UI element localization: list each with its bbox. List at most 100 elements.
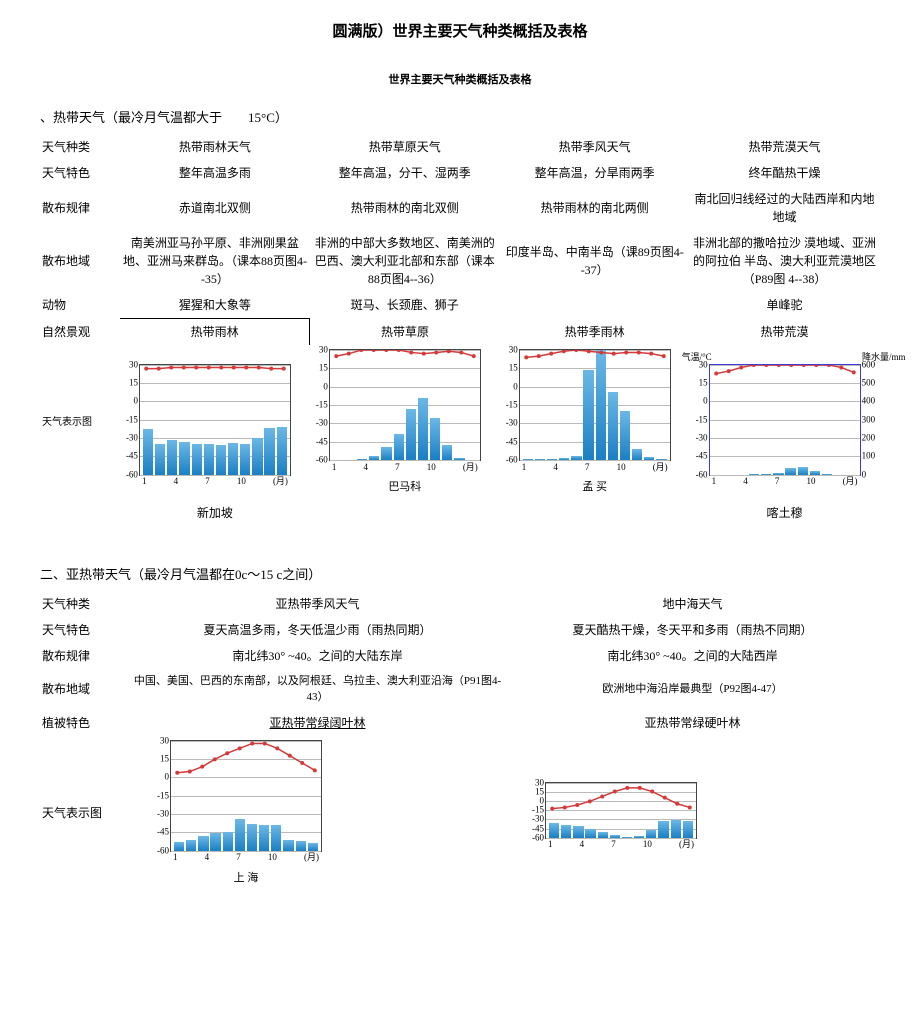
city-label: 巴马科 <box>329 479 481 496</box>
precip-bar <box>259 825 269 851</box>
climate-chart: 30150-15-30-45-6014710(月)上 海 <box>170 740 322 887</box>
precip-bar <box>198 836 208 851</box>
cell: 热带季风天气 <box>500 134 690 160</box>
precip-bar <box>583 370 593 460</box>
row-label: 散布规律 <box>40 643 130 669</box>
cell: 热带荒漠 <box>690 319 880 346</box>
precip-bar <box>418 398 428 460</box>
precip-bar <box>406 409 416 460</box>
row-label: 天气种类 <box>40 591 130 617</box>
cell: 南美洲亚马孙平原、非洲刚果盆地、亚洲马来群岛。（课本88页图4--35） <box>120 230 310 292</box>
precip-bar <box>561 825 571 838</box>
precip-bar <box>216 445 226 474</box>
cell: 赤道南北双侧 <box>120 186 310 230</box>
chart-cell: 30150-15-30-45-6014710(月)上 海 <box>130 736 505 891</box>
cell: 南北纬30° ~40。之间的大陆东岸 <box>130 643 505 669</box>
precip-bar <box>573 826 583 838</box>
chart-cell: 30150-15-30-45-60气温/°C降水量/mm600500400300… <box>690 345 880 500</box>
cell: 整年高温多雨 <box>120 160 310 186</box>
row-label: 散布地域 <box>40 230 120 292</box>
precip-bar <box>394 434 404 460</box>
row-label: 天气种类 <box>40 134 120 160</box>
precip-bar <box>369 456 379 460</box>
precip-bar <box>179 442 189 475</box>
precip-bar <box>271 825 281 851</box>
precip-bar <box>810 471 820 475</box>
precip-bar <box>598 832 608 838</box>
precip-bar <box>143 429 153 475</box>
cell: 欧洲地中海沿岸最典型（P92图4-47） <box>505 669 880 710</box>
row-label: 自然景观 <box>40 319 120 346</box>
cell: 整年高温，分旱雨两季 <box>500 160 690 186</box>
cell: 亚热带季风天气 <box>130 591 505 617</box>
cell: 单峰驼 <box>690 292 880 319</box>
precip-bar <box>658 821 668 838</box>
cell: 非洲的中部大多数地区、南美洲的巴西、澳大利亚北部和东部（课本88页图4--36） <box>310 230 500 292</box>
precip-bar <box>785 468 795 474</box>
precip-bar <box>308 843 318 850</box>
city-label: 喀土穆 <box>690 500 880 526</box>
city-label: 新加坡 <box>120 500 310 526</box>
precip-bar <box>210 833 220 850</box>
row-label: 散布规律 <box>40 186 120 230</box>
cell: 中国、美国、巴西的东南部，以及阿根廷、乌拉圭、澳大利亚沿海（P91图4-43） <box>130 669 505 710</box>
precip-bar <box>596 350 606 460</box>
precip-bar <box>235 819 245 850</box>
cell: 热带雨林天气 <box>120 134 310 160</box>
cell: 热带草原天气 <box>310 134 500 160</box>
cell: 热带荒漠天气 <box>690 134 880 160</box>
chart-cell: 30150-15-30-45-6014710(月) <box>120 345 310 500</box>
city-label: 上 海 <box>170 870 322 887</box>
tropical-table: 天气种类 热带雨林天气 热带草原天气 热带季风天气 热带荒漠天气 天气特色 整年… <box>40 134 880 526</box>
climate-chart: 30150-15-30-45-60气温/°C降水量/mm600500400300… <box>709 364 861 476</box>
precip-bar <box>264 428 274 475</box>
chart-cell: 30150-15-30-45-6014710(月)巴马科 <box>310 345 500 500</box>
page-title: 圆满版）世界主要天气种类概括及表格 <box>40 20 880 41</box>
cell: 夏天酷热干燥，冬天平和多雨（雨热不同期） <box>505 617 880 643</box>
climate-chart: 30150-15-30-45-6014710(月)巴马科 <box>329 349 481 496</box>
cell: 热带雨林的南北双侧 <box>310 186 500 230</box>
precip-bar <box>296 841 306 850</box>
precip-bar <box>442 445 452 460</box>
precip-bar <box>240 444 250 475</box>
cell: 斑马、长颈鹿、狮子 <box>310 292 500 319</box>
subtropical-table: 天气种类 亚热带季风天气 地中海天气 天气特色 夏天高温多雨，冬天低温少雨（雨热… <box>40 591 880 891</box>
precip-bar <box>620 411 630 461</box>
row-label: 散布地域 <box>40 669 130 710</box>
cell: 印度半岛、中南半岛（课89页图4--37） <box>500 230 690 292</box>
precip-bar <box>683 821 693 838</box>
precip-bar <box>381 447 391 460</box>
section1-heading: 、热带天气（最冷月气温都大于 15°C） <box>40 107 880 126</box>
climate-chart: 30150-15-30-45-6014710(月) <box>139 364 291 476</box>
row-label: 天气特色 <box>40 617 130 643</box>
cell: 热带雨林 <box>120 319 310 346</box>
row-label: 天气表示图 <box>40 345 120 500</box>
cell: 亚热带常绿硬叶林 <box>505 710 880 736</box>
precip-bar <box>167 440 177 475</box>
cell: 终年酷热干燥 <box>690 160 880 186</box>
cell: 地中海天气 <box>505 591 880 617</box>
precip-bar <box>571 456 581 460</box>
precip-bar <box>632 449 642 460</box>
precip-bar <box>228 443 238 475</box>
precip-bar <box>223 832 233 850</box>
cell: 夏天高温多雨，冬天低温少雨（雨热同期） <box>130 617 505 643</box>
cell: 热带雨林的南北两侧 <box>500 186 690 230</box>
chart-cell: 30150-15-30-45-6014710(月)孟 买 <box>500 345 690 500</box>
cell: 非洲北部的撒哈拉沙 漠地域、亚洲的阿拉伯 半岛、澳大利亚荒漠地区（P89图 4-… <box>690 230 880 292</box>
precip-bar <box>549 823 559 838</box>
precip-bar <box>204 444 214 475</box>
cell: 南北纬30° ~40。之间的大陆西岸 <box>505 643 880 669</box>
precip-bar <box>277 427 287 475</box>
precip-bar <box>798 467 808 475</box>
section2-heading: 二、亚热带天气（最冷月气温都在0c～15 c之间） <box>40 564 880 583</box>
precip-bar <box>252 438 262 475</box>
cell: 南北回归线经过的大陆西岸和内地地域 <box>690 186 880 230</box>
precip-bar <box>192 444 202 475</box>
precip-bar <box>671 820 681 837</box>
cell: 猩猩和大象等 <box>120 292 310 319</box>
precip-bar <box>155 444 165 475</box>
chart-cell: 30150-15-30-45-6014710(月) <box>505 736 880 891</box>
cell: 亚热带常绿阔叶林 <box>130 710 505 736</box>
climate-chart: 30150-15-30-45-6014710(月) <box>545 782 697 839</box>
